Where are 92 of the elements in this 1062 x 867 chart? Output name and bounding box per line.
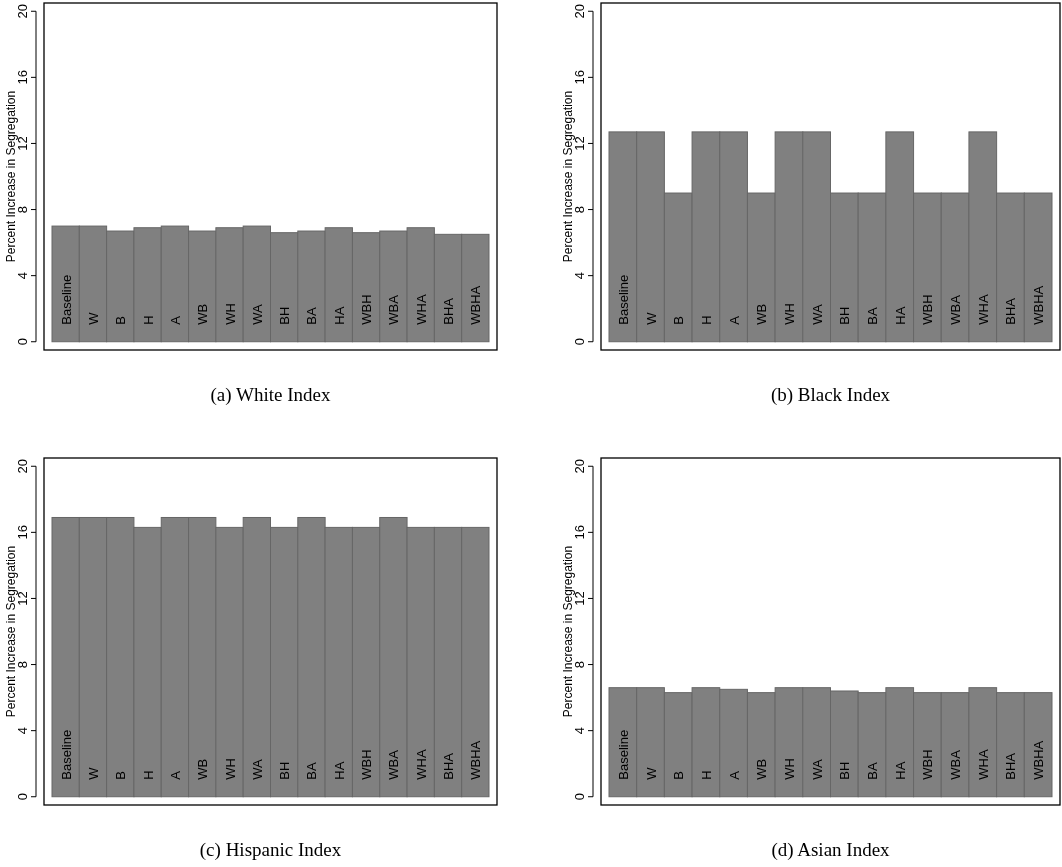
x-tick-label: BH [277,306,293,325]
x-tick-label: WH [222,303,238,325]
x-tick-label: WBA [948,294,964,325]
x-tick-label: Baseline [615,729,631,780]
x-tick-label: WA [249,758,265,780]
y-tick-label: 0 [15,793,30,801]
x-tick-label: WBH [920,294,936,325]
x-tick-label: WBA [386,294,402,325]
x-tick-label: WA [249,303,265,325]
x-tick-label: BA [865,762,881,780]
x-tick-label: W [85,311,101,325]
x-tick-label: BHA [441,752,457,780]
text: (c) Hispanic Index [199,839,342,861]
x-tick-label: BA [304,307,320,325]
x-tick-label: H [140,770,156,780]
x-tick-label: HA [331,306,347,325]
x-tick-label: WB [754,303,770,325]
y-tick-label: 20 [15,459,30,474]
y-tick-label: 0 [572,338,587,346]
x-tick-label: W [643,311,659,325]
x-tick-label: BH [277,761,293,780]
x-tick-label: B [671,316,687,325]
y-axis-title: Percent Increase in Segregation [561,90,575,263]
x-tick-label: A [167,770,183,780]
y-axis-title: Percent Increase in Segregation [4,545,18,718]
x-tick-label: BH [837,761,853,780]
x-tick-label: HA [892,306,908,325]
y-tick-label: 16 [15,525,30,540]
y-axis-title: Percent Increase in Segregation [561,545,575,718]
x-tick-label: BHA [1003,752,1019,780]
text: (a) White Index [210,384,331,406]
x-tick-label: H [698,770,714,780]
y-tick-label: 0 [572,793,587,801]
x-tick-label: BA [865,307,881,325]
x-tick-label: WHA [413,294,429,325]
x-tick-label: HA [892,761,908,780]
text: (b) Black Index [770,384,891,406]
x-tick-label: B [113,771,129,780]
y-tick-label: 8 [15,660,30,669]
x-tick-label: B [671,771,687,780]
x-tick-label: WHA [413,749,429,780]
x-tick-label: WBH [920,749,936,780]
x-tick-label: W [643,766,659,780]
text: (d) Asian Index [771,839,891,861]
y-tick-label: 8 [572,205,587,214]
x-tick-label: WH [781,758,797,780]
x-tick-label: WHA [975,294,991,325]
x-tick-label: WBHA [468,285,484,325]
x-tick-label: WBH [359,749,375,780]
x-tick-label: WB [195,303,211,325]
x-tick-label: A [726,315,742,325]
x-tick-label: HA [331,761,347,780]
y-tick-label: 16 [572,525,587,540]
x-tick-label: BHA [1003,297,1019,325]
x-tick-label: WB [754,758,770,780]
x-tick-label: W [85,766,101,780]
y-tick-label: 4 [15,272,30,280]
x-tick-label: WA [809,758,825,780]
x-tick-label: BHA [441,297,457,325]
x-tick-label: Baseline [615,274,631,325]
x-tick-label: H [140,315,156,325]
x-tick-label: A [167,315,183,325]
x-tick-label: WA [809,303,825,325]
x-tick-label: WBA [386,749,402,780]
x-tick-label: Baseline [58,729,74,780]
y-tick-label: 20 [15,4,30,19]
y-axis-title: Percent Increase in Segregation [4,90,18,263]
x-tick-label: B [113,316,129,325]
y-tick-label: 20 [572,4,587,19]
x-tick-label: WBHA [1031,285,1047,325]
x-tick-label: WHA [975,749,991,780]
x-tick-label: A [726,770,742,780]
x-tick-label: Baseline [58,274,74,325]
y-tick-label: 16 [15,70,30,85]
y-tick-label: 8 [15,205,30,214]
x-tick-label: WBHA [1031,740,1047,780]
x-tick-label: WBA [948,749,964,780]
x-tick-label: WB [195,758,211,780]
x-tick-label: WH [222,758,238,780]
y-tick-label: 8 [572,660,587,669]
y-tick-label: 20 [572,459,587,474]
x-tick-label: BA [304,762,320,780]
y-tick-label: 16 [572,70,587,85]
y-tick-label: 0 [15,338,30,346]
y-tick-label: 4 [572,272,587,280]
x-tick-label: WBHA [468,740,484,780]
x-tick-label: WBH [359,294,375,325]
x-tick-label: H [698,315,714,325]
y-tick-label: 4 [572,727,587,735]
x-tick-label: WH [781,303,797,325]
x-tick-label: BH [837,306,853,325]
y-tick-label: 4 [15,727,30,735]
